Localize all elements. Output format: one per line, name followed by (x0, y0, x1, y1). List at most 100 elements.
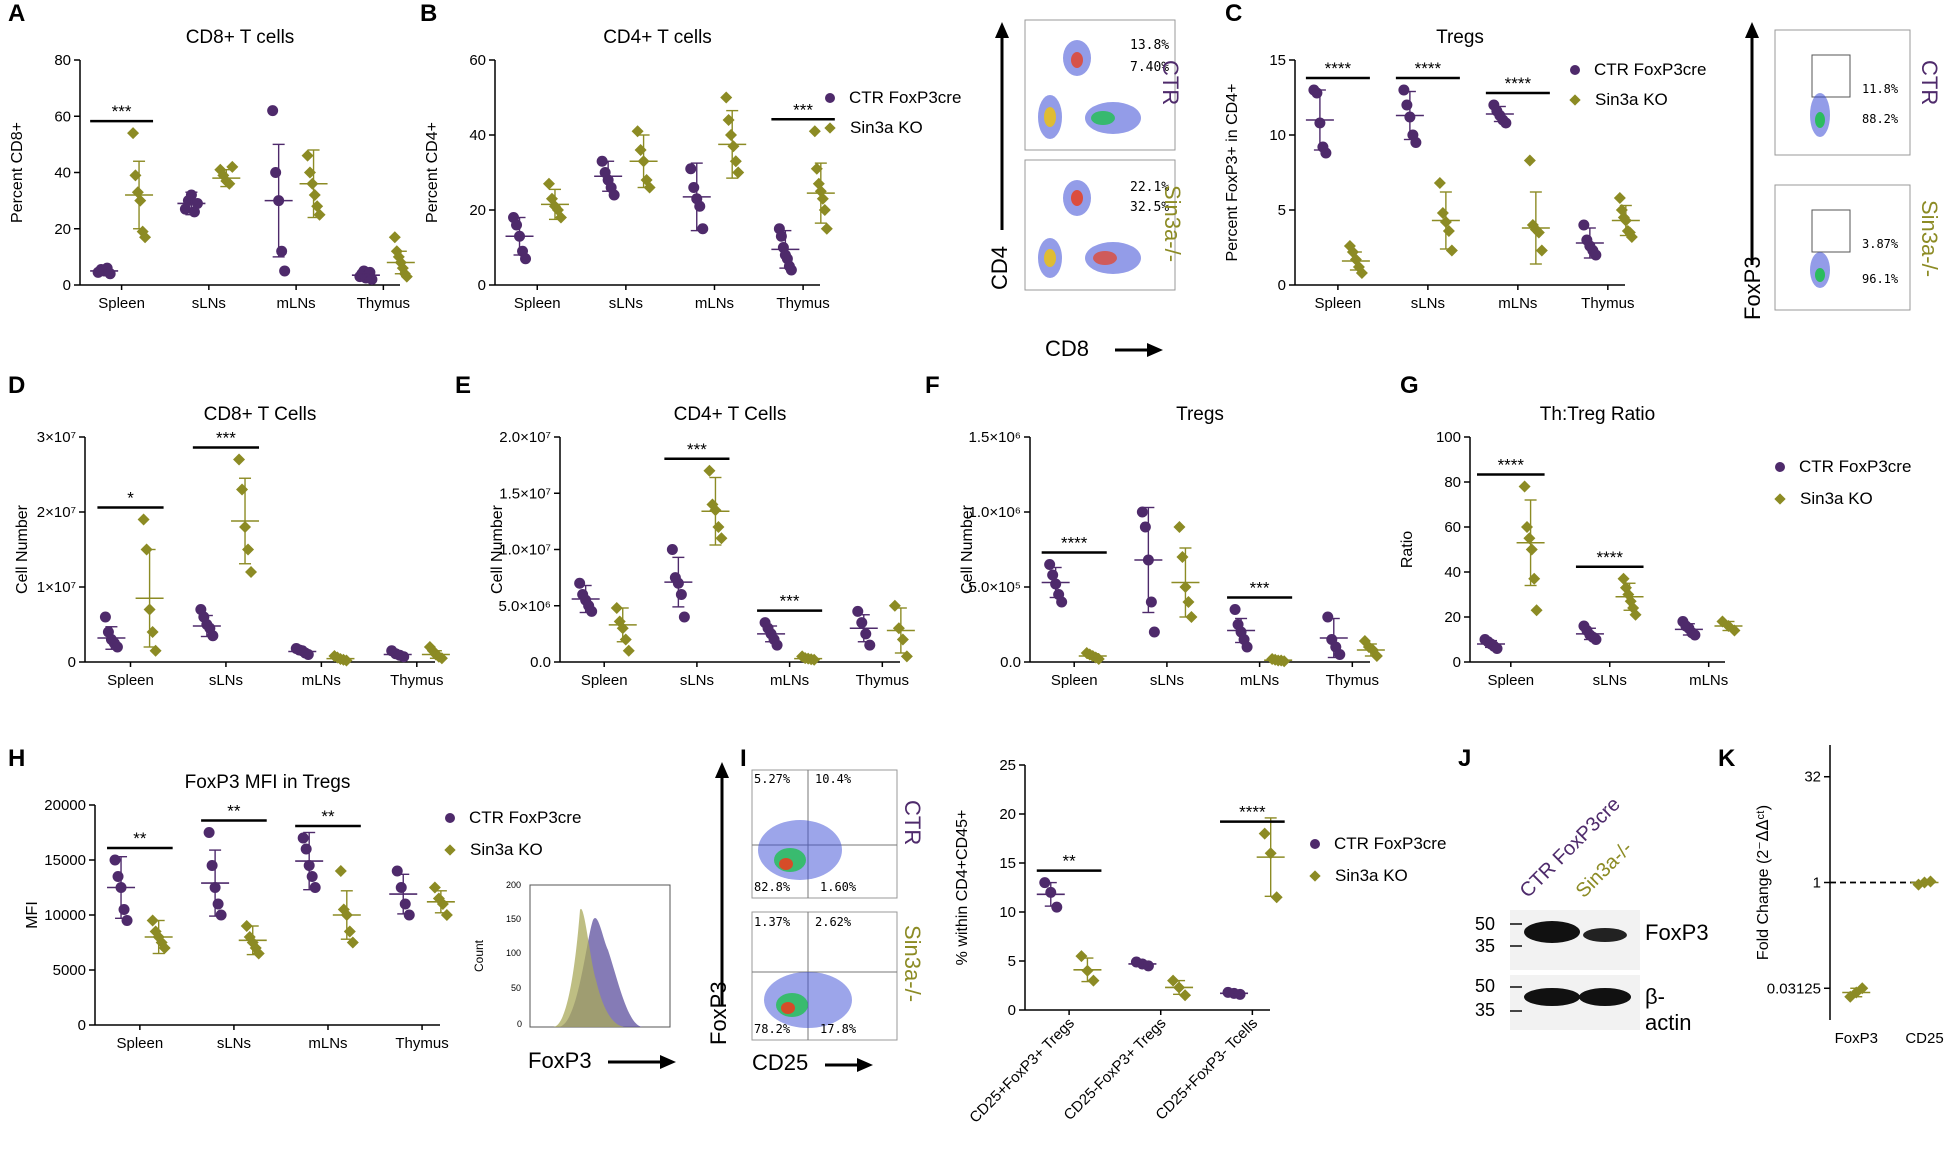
legend-label-ko: Sin3a KO (1595, 90, 1668, 109)
data-point-ko (139, 231, 152, 244)
data-point-ctr (785, 264, 797, 276)
data-point-ko (703, 464, 716, 477)
flow-ylabel-b: CD4 (987, 245, 1012, 290)
x-tick-label: Spleen (1315, 295, 1362, 312)
flow-pct-ko-top-b: 22.1% (1130, 180, 1170, 195)
x-tick-label: CD25+FoxP3- Tcells (1152, 1015, 1261, 1124)
data-point-ko (634, 144, 647, 156)
y-tick-label: 25 (999, 757, 1016, 774)
hist-tick-50: 50 (511, 983, 522, 993)
legend-marker-circle (1570, 65, 1580, 75)
x-tick-label: sLNs (680, 672, 714, 689)
x-tick-label: Thymus (1581, 295, 1634, 312)
panel-letter-i: I (740, 745, 747, 772)
data-point-ctr (685, 163, 697, 175)
data-point-ko (1617, 572, 1630, 585)
data-point-ctr (688, 182, 700, 193)
y-tick-label: 1.0×10⁷ (499, 542, 551, 559)
flow-x-arrowhead-b (1147, 343, 1163, 357)
significance-label: ** (1062, 852, 1076, 871)
flow-x-arrowhead-i (857, 1058, 873, 1072)
flow-panel-b: 13.8% 7.40% 22.1% 32.5% CTR Sin3a-/- CD4… (985, 19, 1225, 361)
y-tick-label: 0 (1278, 277, 1286, 294)
legend-label-ko: Sin3a KO (470, 840, 543, 859)
data-point-ctr (1398, 84, 1410, 96)
chart-title: FoxP3 MFI in Tregs (185, 772, 351, 793)
x-tick-label: CD25+FoxP3+ Tregs (966, 1015, 1078, 1127)
y-tick-label: 60 (1444, 519, 1461, 536)
data-point-ko (812, 177, 825, 190)
data-point-ko (732, 166, 745, 179)
data-point-ctr (99, 611, 111, 623)
chart-panel-h: FoxP3 MFI in Tregs 0 5000 10000 15000 20000 MF… (24, 772, 455, 1052)
data-point-ko (1433, 177, 1446, 189)
flow-density-ko-b (1071, 190, 1083, 206)
flow-panel-i: 5.27% 10.4% 82.8% 1.60% 1.37% 2.62% 78.2… (706, 760, 950, 1080)
x-tick-label: Spleen (581, 672, 628, 689)
data-point-ctr (1148, 626, 1160, 638)
legend-label-ctr: CTR FoxP3cre (1334, 834, 1447, 853)
data-point-ctr (1578, 219, 1590, 231)
data-point-ko (622, 644, 635, 657)
data-point-ko (1182, 596, 1195, 608)
flow-gate-ko-c (1811, 209, 1851, 253)
x-tick-label: mLNs (302, 672, 341, 689)
significance-label: **** (1061, 534, 1088, 553)
data-point-ko (725, 129, 738, 141)
significance-label: *** (793, 100, 813, 119)
y-tick-label: 2×10⁷ (37, 504, 76, 521)
data-point-ctr (302, 649, 314, 660)
x-tick-label: Thymus (856, 672, 909, 689)
y-axis-label: MFI (24, 901, 41, 929)
data-point-ko (554, 211, 567, 224)
data-point-ko (712, 521, 725, 533)
data-point-ko (301, 149, 314, 162)
chart-panel-e: CD4+ T Cells 0.0 5.0×10⁶ 1.0×10⁷ 1.5×10⁷ 2.0×… (489, 404, 915, 689)
x-tick-label: Spleen (1051, 672, 1098, 689)
flow-xlabel-i: CD25 (752, 1050, 809, 1075)
blot-marker-35-top: 35 (1475, 936, 1496, 956)
data-point-ko (245, 566, 258, 578)
y-tick-label: 20 (999, 806, 1016, 823)
flow-quad-ctr-ul: 5.27% (754, 772, 791, 786)
data-point-ctr (1241, 641, 1253, 653)
data-point-ctr (1056, 596, 1068, 608)
data-point-ko (1445, 244, 1458, 257)
data-point-ko (808, 125, 821, 138)
y-tick-label: 0.03125 (1767, 980, 1821, 997)
flow-ylabel-i: FoxP3 (706, 981, 731, 1045)
legend-item-ctr: CTR FoxP3cre (1775, 457, 1911, 477)
legend-marker-circle (1310, 839, 1320, 849)
chart-panel-c: Tregs 0 5 10 15 Percent FoxP3+ in CD4+ Spleen s… (1224, 27, 1640, 312)
y-tick-label: 20 (1444, 609, 1461, 626)
legend-item-ko: Sin3a KO (1569, 90, 1706, 110)
data-point-ko (1087, 974, 1100, 987)
data-point-ctr (860, 628, 872, 640)
flow-density-ko-b (1093, 251, 1117, 265)
significance-label: ** (227, 802, 241, 821)
legend-marker-diamond (824, 122, 836, 134)
y-tick-label: 5000 (53, 962, 86, 979)
y-tick-label: 15 (999, 855, 1016, 872)
blot-label-foxp3: FoxP3 (1645, 920, 1709, 945)
histogram-h: 200 150 100 50 0 Count FoxP3 (468, 880, 678, 1080)
y-tick-label: 40 (469, 127, 486, 144)
y-tick-label: 1.0×10⁶ (969, 504, 1021, 521)
data-point-ko (722, 114, 735, 126)
data-point-ko (1173, 521, 1186, 533)
data-point-ctr (1500, 117, 1512, 129)
panel-letter-c: C (1225, 0, 1243, 27)
y-axis-label: Fold Change (2⁻ᐃᐃᶜᵗ) (1755, 805, 1772, 960)
y-tick-label: 0 (1008, 1002, 1016, 1019)
x-tick-label: sLNs (217, 1035, 251, 1052)
blot-label-actin: β-actin (1645, 984, 1692, 1035)
data-point-ko (1532, 226, 1545, 239)
x-tick-label: CD25 (1905, 1030, 1943, 1047)
flow-pct-ctr-top-c: 11.8% (1862, 82, 1899, 96)
x-tick-label: Thymus (776, 295, 829, 312)
data-point-ko (1535, 244, 1548, 257)
x-tick-label: Thymus (395, 1035, 448, 1052)
x-tick-label: Spleen (514, 295, 561, 312)
flow-pct-ko-top-c: 3.87% (1862, 237, 1899, 251)
legend-marker-circle (445, 813, 455, 823)
